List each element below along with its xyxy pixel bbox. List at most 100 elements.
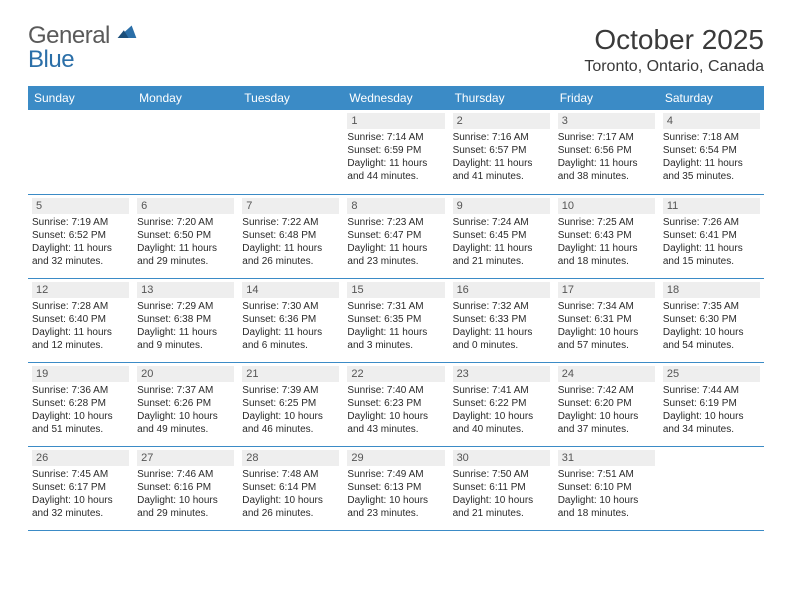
sunrise-text: Sunrise: 7:29 AM — [137, 300, 234, 313]
daylight-text-2: and 35 minutes. — [663, 170, 760, 183]
logo: GeneralBlue — [28, 24, 138, 72]
sunrise-text: Sunrise: 7:35 AM — [663, 300, 760, 313]
daylight-text-2: and 46 minutes. — [242, 423, 339, 436]
day-number: 27 — [137, 450, 234, 466]
sunset-text: Sunset: 6:59 PM — [347, 144, 444, 157]
day-number: 24 — [558, 366, 655, 382]
sunset-text: Sunset: 6:30 PM — [663, 313, 760, 326]
day-number: 14 — [242, 282, 339, 298]
calendar-day-cell: 21Sunrise: 7:39 AMSunset: 6:25 PMDayligh… — [238, 362, 343, 446]
calendar-day-cell: 11Sunrise: 7:26 AMSunset: 6:41 PMDayligh… — [659, 194, 764, 278]
calendar-week-row: 1Sunrise: 7:14 AMSunset: 6:59 PMDaylight… — [28, 110, 764, 194]
day-details: Sunrise: 7:50 AMSunset: 6:11 PMDaylight:… — [453, 468, 550, 520]
sunrise-text: Sunrise: 7:22 AM — [242, 216, 339, 229]
day-details: Sunrise: 7:35 AMSunset: 6:30 PMDaylight:… — [663, 300, 760, 352]
daylight-text-1: Daylight: 11 hours — [137, 326, 234, 339]
calendar-day-cell: 5Sunrise: 7:19 AMSunset: 6:52 PMDaylight… — [28, 194, 133, 278]
sunset-text: Sunset: 6:54 PM — [663, 144, 760, 157]
daylight-text-1: Daylight: 11 hours — [347, 157, 444, 170]
day-number: 18 — [663, 282, 760, 298]
daylight-text-1: Daylight: 11 hours — [453, 157, 550, 170]
sunset-text: Sunset: 6:28 PM — [32, 397, 129, 410]
calendar-day-cell: 13Sunrise: 7:29 AMSunset: 6:38 PMDayligh… — [133, 278, 238, 362]
sunrise-text: Sunrise: 7:23 AM — [347, 216, 444, 229]
daylight-text-2: and 44 minutes. — [347, 170, 444, 183]
calendar-week-row: 26Sunrise: 7:45 AMSunset: 6:17 PMDayligh… — [28, 446, 764, 530]
daylight-text-1: Daylight: 11 hours — [663, 242, 760, 255]
calendar-day-cell — [133, 110, 238, 194]
day-details: Sunrise: 7:20 AMSunset: 6:50 PMDaylight:… — [137, 216, 234, 268]
day-details: Sunrise: 7:19 AMSunset: 6:52 PMDaylight:… — [32, 216, 129, 268]
day-number: 6 — [137, 198, 234, 214]
daylight-text-2: and 12 minutes. — [32, 339, 129, 352]
sunrise-text: Sunrise: 7:34 AM — [558, 300, 655, 313]
sunset-text: Sunset: 6:38 PM — [137, 313, 234, 326]
daylight-text-2: and 32 minutes. — [32, 507, 129, 520]
weekday-header: Wednesday — [343, 86, 448, 110]
calendar-day-cell: 16Sunrise: 7:32 AMSunset: 6:33 PMDayligh… — [449, 278, 554, 362]
daylight-text-2: and 21 minutes. — [453, 507, 550, 520]
calendar-day-cell: 19Sunrise: 7:36 AMSunset: 6:28 PMDayligh… — [28, 362, 133, 446]
day-details: Sunrise: 7:44 AMSunset: 6:19 PMDaylight:… — [663, 384, 760, 436]
day-details: Sunrise: 7:26 AMSunset: 6:41 PMDaylight:… — [663, 216, 760, 268]
calendar-day-cell: 14Sunrise: 7:30 AMSunset: 6:36 PMDayligh… — [238, 278, 343, 362]
daylight-text-2: and 6 minutes. — [242, 339, 339, 352]
weekday-header: Saturday — [659, 86, 764, 110]
day-number: 19 — [32, 366, 129, 382]
daylight-text-2: and 18 minutes. — [558, 255, 655, 268]
daylight-text-2: and 51 minutes. — [32, 423, 129, 436]
weekday-header-row: Sunday Monday Tuesday Wednesday Thursday… — [28, 86, 764, 110]
sunset-text: Sunset: 6:56 PM — [558, 144, 655, 157]
calendar-page: GeneralBlue October 2025 Toronto, Ontari… — [0, 0, 792, 547]
weekday-header: Thursday — [449, 86, 554, 110]
sunrise-text: Sunrise: 7:49 AM — [347, 468, 444, 481]
calendar-day-cell: 26Sunrise: 7:45 AMSunset: 6:17 PMDayligh… — [28, 446, 133, 530]
daylight-text-1: Daylight: 11 hours — [453, 326, 550, 339]
sunset-text: Sunset: 6:25 PM — [242, 397, 339, 410]
daylight-text-1: Daylight: 11 hours — [347, 326, 444, 339]
weekday-header: Tuesday — [238, 86, 343, 110]
day-number: 8 — [347, 198, 444, 214]
daylight-text-1: Daylight: 10 hours — [663, 326, 760, 339]
sunrise-text: Sunrise: 7:45 AM — [32, 468, 129, 481]
location-text: Toronto, Ontario, Canada — [584, 58, 764, 76]
logo-triangle-icon — [114, 24, 138, 48]
day-details: Sunrise: 7:39 AMSunset: 6:25 PMDaylight:… — [242, 384, 339, 436]
day-number: 30 — [453, 450, 550, 466]
daylight-text-1: Daylight: 10 hours — [453, 410, 550, 423]
month-title: October 2025 — [584, 24, 764, 56]
logo-text-general: General — [28, 22, 110, 49]
sunset-text: Sunset: 6:40 PM — [32, 313, 129, 326]
daylight-text-2: and 29 minutes. — [137, 255, 234, 268]
day-number: 23 — [453, 366, 550, 382]
day-details: Sunrise: 7:49 AMSunset: 6:13 PMDaylight:… — [347, 468, 444, 520]
calendar-day-cell: 7Sunrise: 7:22 AMSunset: 6:48 PMDaylight… — [238, 194, 343, 278]
weekday-header: Monday — [133, 86, 238, 110]
calendar-day-cell — [238, 110, 343, 194]
calendar-body: 1Sunrise: 7:14 AMSunset: 6:59 PMDaylight… — [28, 110, 764, 530]
sunset-text: Sunset: 6:35 PM — [347, 313, 444, 326]
daylight-text-2: and 43 minutes. — [347, 423, 444, 436]
daylight-text-2: and 26 minutes. — [242, 255, 339, 268]
daylight-text-1: Daylight: 10 hours — [137, 410, 234, 423]
sunrise-text: Sunrise: 7:16 AM — [453, 131, 550, 144]
calendar-day-cell: 23Sunrise: 7:41 AMSunset: 6:22 PMDayligh… — [449, 362, 554, 446]
sunrise-text: Sunrise: 7:44 AM — [663, 384, 760, 397]
day-number: 7 — [242, 198, 339, 214]
day-details: Sunrise: 7:31 AMSunset: 6:35 PMDaylight:… — [347, 300, 444, 352]
day-details: Sunrise: 7:29 AMSunset: 6:38 PMDaylight:… — [137, 300, 234, 352]
sunrise-text: Sunrise: 7:26 AM — [663, 216, 760, 229]
sunset-text: Sunset: 6:31 PM — [558, 313, 655, 326]
calendar-day-cell: 10Sunrise: 7:25 AMSunset: 6:43 PMDayligh… — [554, 194, 659, 278]
day-number: 17 — [558, 282, 655, 298]
sunrise-text: Sunrise: 7:42 AM — [558, 384, 655, 397]
sunrise-text: Sunrise: 7:18 AM — [663, 131, 760, 144]
daylight-text-1: Daylight: 11 hours — [137, 242, 234, 255]
weekday-header: Sunday — [28, 86, 133, 110]
day-details: Sunrise: 7:48 AMSunset: 6:14 PMDaylight:… — [242, 468, 339, 520]
sunset-text: Sunset: 6:20 PM — [558, 397, 655, 410]
sunrise-text: Sunrise: 7:39 AM — [242, 384, 339, 397]
sunrise-text: Sunrise: 7:30 AM — [242, 300, 339, 313]
daylight-text-2: and 0 minutes. — [453, 339, 550, 352]
daylight-text-1: Daylight: 11 hours — [453, 242, 550, 255]
